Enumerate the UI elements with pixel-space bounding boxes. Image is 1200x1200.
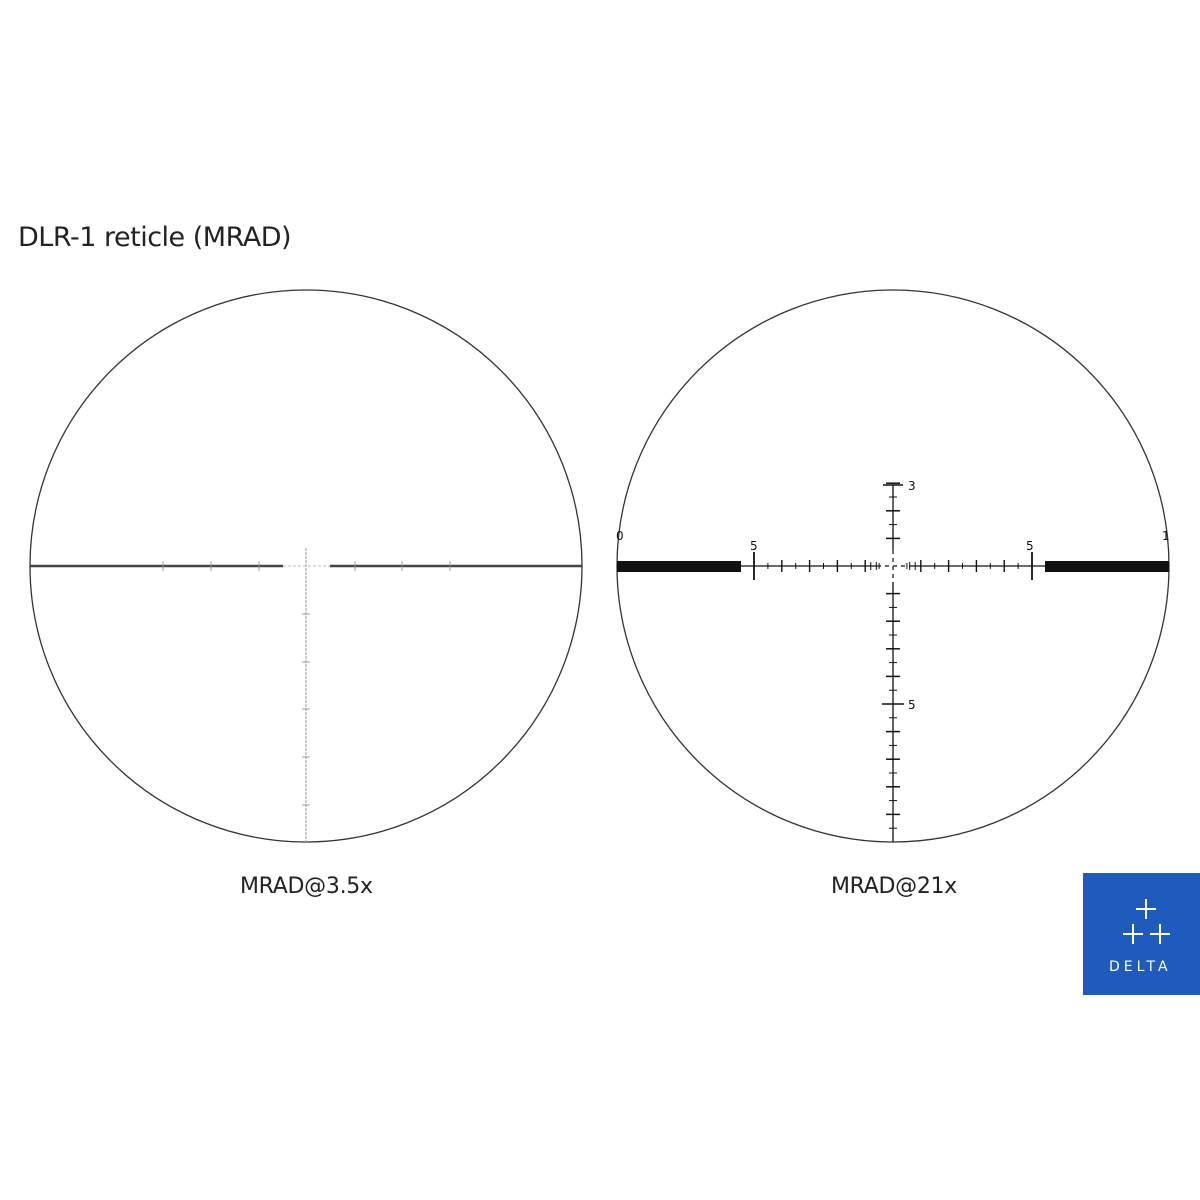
label-v-bottom: 5 <box>908 698 916 712</box>
thick-post-left <box>617 561 741 572</box>
reticle-high-mag: 3 5 5 5 0 1 <box>616 289 1170 843</box>
label-h-left: 5 <box>750 539 758 553</box>
page-title: DLR-1 reticle (MRAD) <box>18 222 292 253</box>
caption-high-mag: MRAD@21x <box>831 874 957 899</box>
label-left-edge: 0 <box>616 529 624 543</box>
thick-post-right <box>1045 561 1169 572</box>
crosses-icon <box>1123 899 1170 944</box>
logo-text: DELTA <box>1109 959 1172 975</box>
label-h-right: 5 <box>1026 539 1034 553</box>
label-v-top: 3 <box>908 479 916 493</box>
caption-low-mag: MRAD@3.5x <box>240 874 373 899</box>
reticle-low-mag <box>29 289 583 843</box>
label-right-edge: 1 <box>1162 529 1170 543</box>
delta-logo: DELTA <box>1083 873 1200 995</box>
